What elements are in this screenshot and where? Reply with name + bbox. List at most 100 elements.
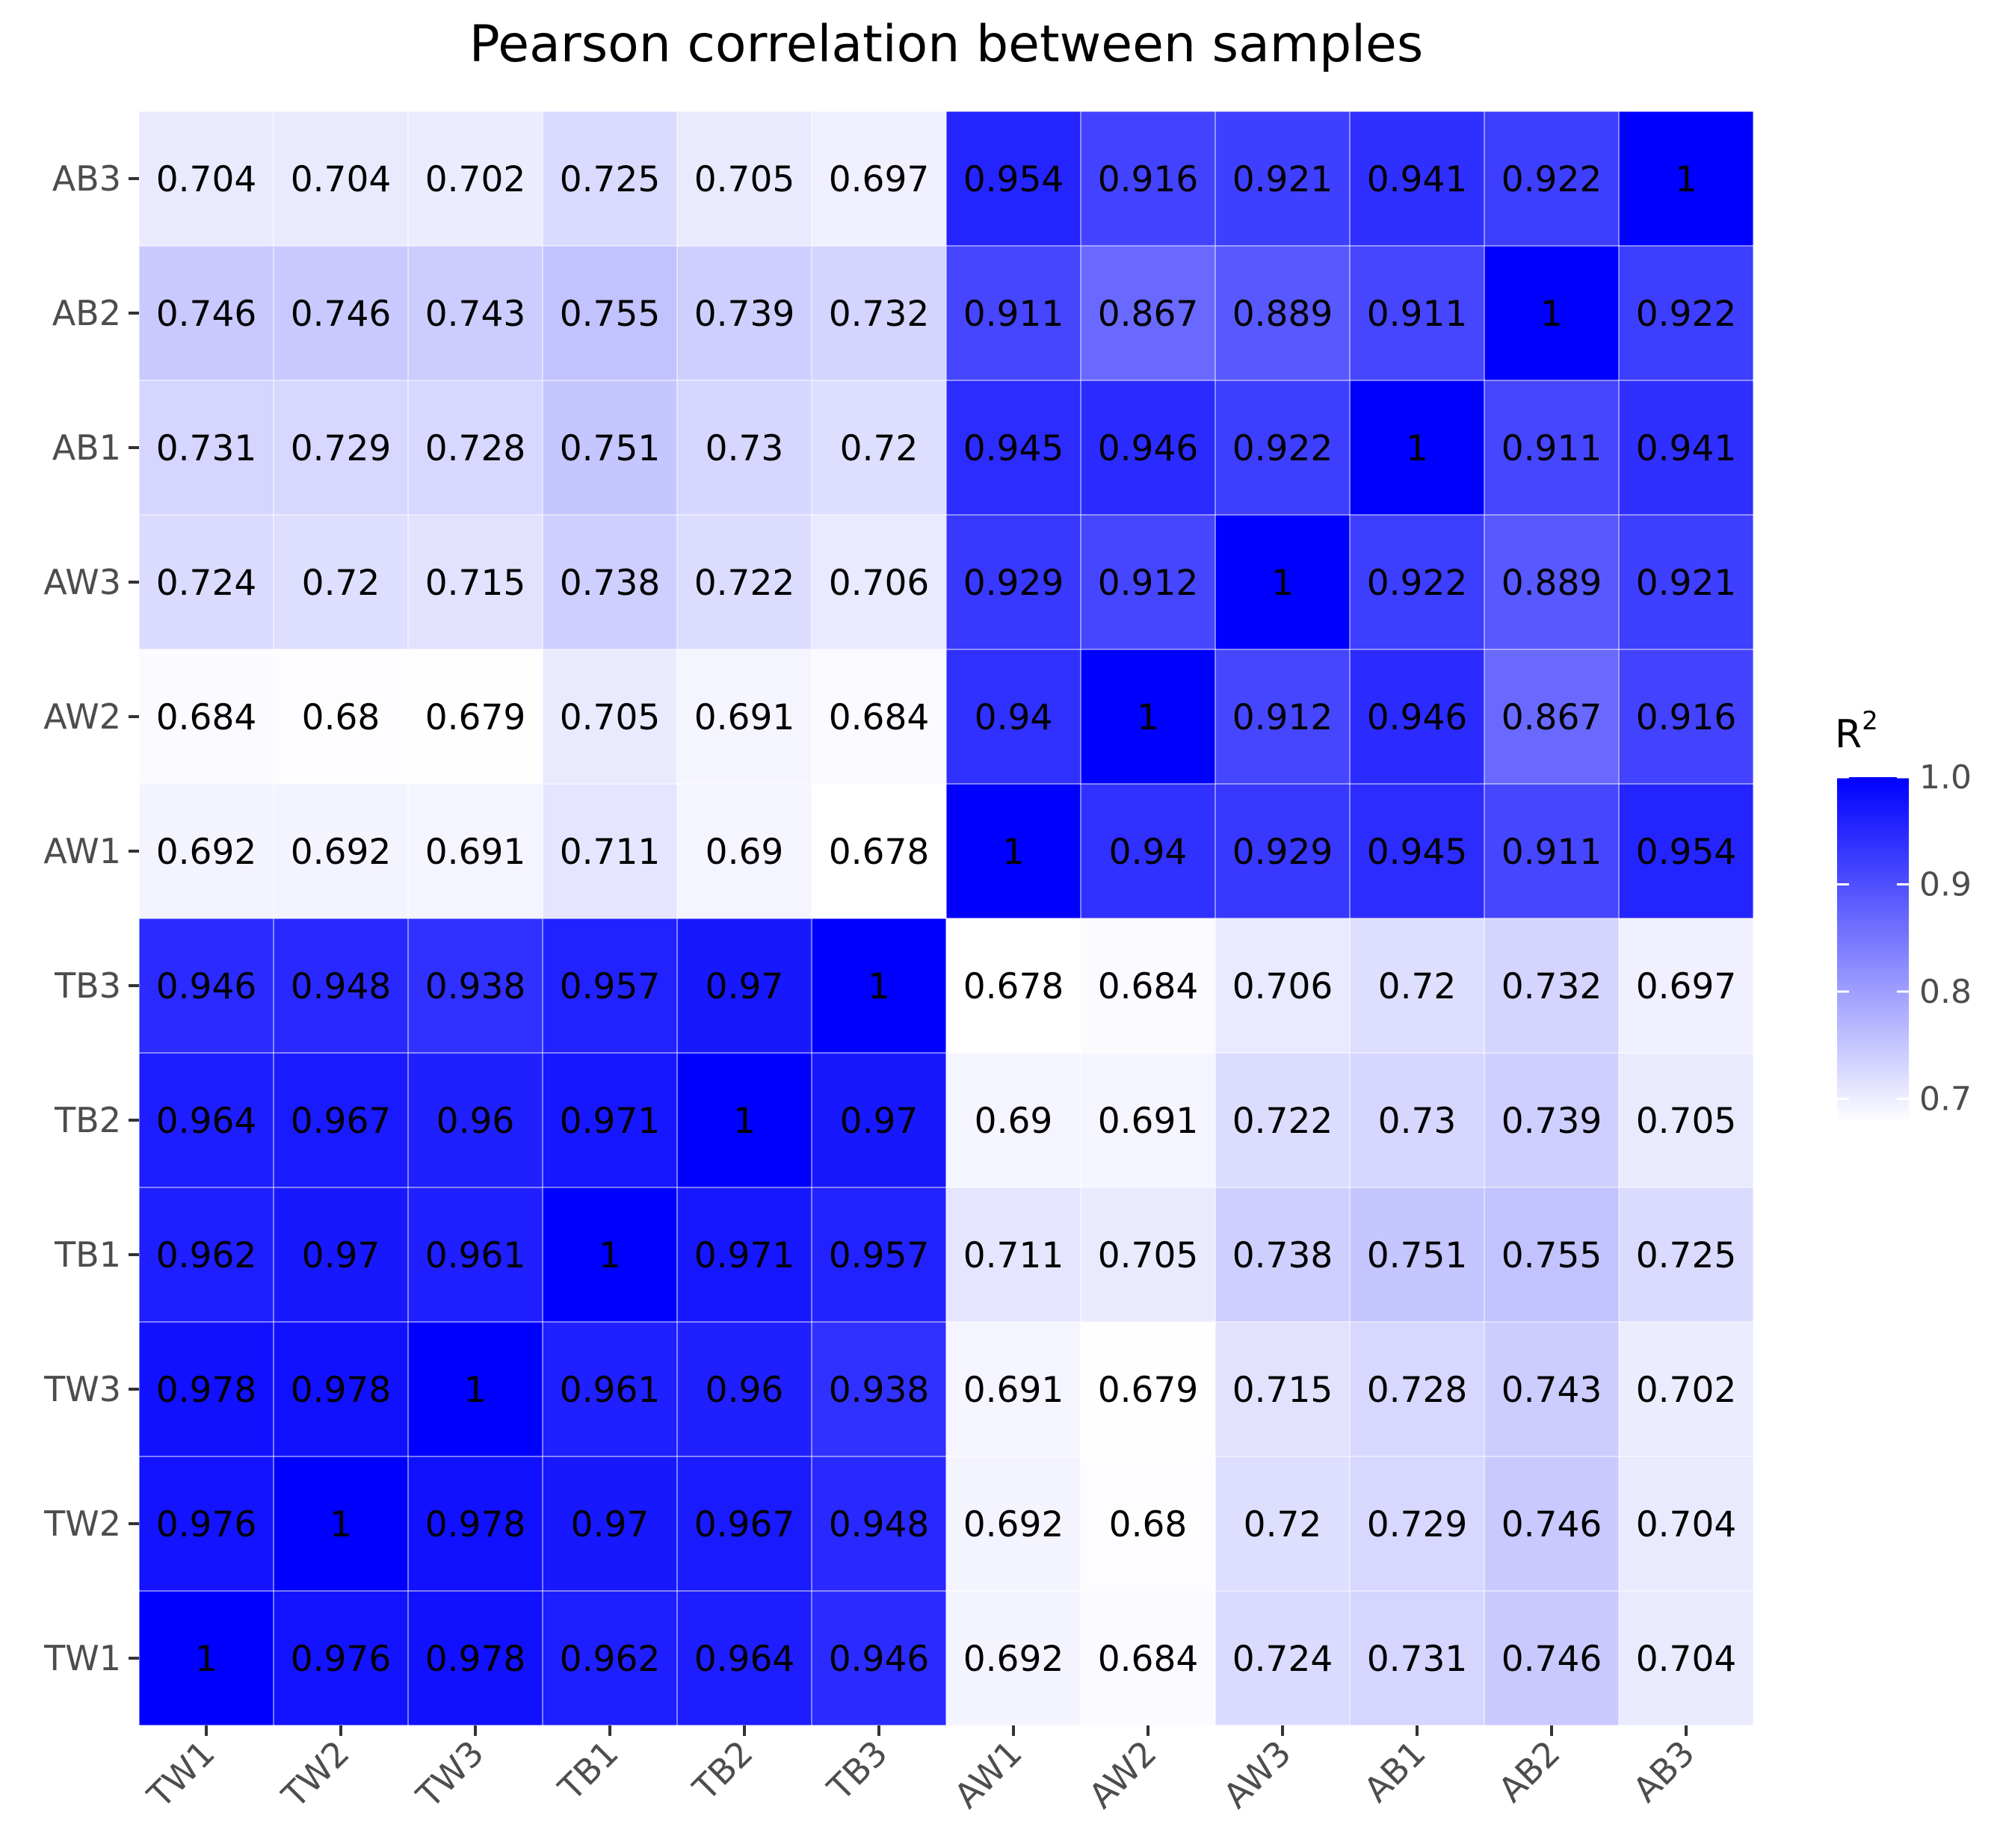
heatmap-cell — [677, 918, 812, 1053]
heatmap-cell-label: 0.962 — [156, 1235, 257, 1276]
heatmap-cell-label: 0.946 — [829, 1639, 930, 1680]
heatmap-cell-label: 1 — [1137, 697, 1159, 738]
heatmap-cell — [408, 380, 543, 515]
heatmap-cell-label: 1 — [330, 1504, 352, 1545]
heatmap-cell — [1350, 1322, 1484, 1456]
heatmap-cell-label: 0.957 — [829, 1235, 930, 1276]
heatmap-cell — [1081, 380, 1215, 515]
y-tick-label: TW2 — [43, 1504, 121, 1544]
color-legend: R2 1.0 0.9 0.8 0.7 — [1835, 706, 1972, 1122]
heatmap-cell — [812, 246, 946, 380]
heatmap-cell — [543, 1456, 677, 1591]
heatmap-cell-label: 1 — [1271, 563, 1294, 604]
heatmap-cell-label: 0.739 — [694, 294, 795, 335]
heatmap-cell-label: 0.911 — [963, 294, 1064, 335]
heatmap-cell — [1484, 1053, 1619, 1187]
y-axis: AB3 AB2 AB1 AW3 AW2 AW1 TB3 TB2 TB1 TW3 TW2 TW1 — [43, 158, 139, 1678]
heatmap-cell — [1619, 649, 1753, 784]
heatmap-cell-label: 0.697 — [829, 159, 930, 200]
heatmap-cell — [274, 784, 408, 918]
heatmap-cell-label: 0.97 — [840, 1101, 919, 1142]
heatmap-cell-label: 0.945 — [1367, 832, 1468, 873]
heatmap-cell-labels: 0.704 0.704 0.702 0.725 0.705 0.697 0.954 0.916… — [156, 159, 1737, 1680]
heatmap-cell — [408, 1053, 543, 1187]
heatmap-cell-label: 0.96 — [706, 1370, 784, 1411]
y-tick-label: AW2 — [43, 696, 121, 737]
heatmap-cell-label: 0.732 — [829, 294, 930, 335]
heatmap-cell — [1619, 380, 1753, 515]
heatmap-cell-label: 0.684 — [1098, 966, 1199, 1007]
heatmap-cell — [1484, 649, 1619, 784]
heatmap-cell-label: 0.921 — [1636, 563, 1737, 604]
heatmap-cell-label: 0.929 — [1232, 832, 1333, 873]
heatmap-cell-label: 0.867 — [1502, 697, 1602, 738]
heatmap-cell — [1484, 1456, 1619, 1591]
heatmap-cell — [274, 649, 408, 784]
heatmap-cell-label: 0.755 — [560, 294, 661, 335]
heatmap-cell-label: 1 — [1675, 159, 1697, 200]
heatmap-cell — [1215, 1322, 1350, 1456]
legend-color-bar — [1837, 777, 1909, 1122]
heatmap-cell-label: 0.945 — [963, 428, 1064, 469]
heatmap-cell — [274, 246, 408, 380]
heatmap-cell — [1081, 1053, 1215, 1187]
heatmap-cell-label: 0.922 — [1502, 159, 1602, 200]
heatmap-cell — [139, 1187, 274, 1322]
heatmap-cell — [946, 1322, 1081, 1456]
heatmap-cell-label: 0.738 — [560, 563, 661, 604]
heatmap-cell — [1350, 515, 1484, 649]
heatmap-cell — [946, 1591, 1081, 1725]
y-tick-label: TB1 — [54, 1234, 121, 1275]
heatmap-cell — [1081, 246, 1215, 380]
heatmap-cell-label: 0.746 — [291, 294, 392, 335]
heatmap-cell — [946, 918, 1081, 1053]
heatmap-cell — [1215, 649, 1350, 784]
heatmap-cell-label: 0.691 — [1098, 1101, 1199, 1142]
heatmap-cell-label: 0.946 — [1367, 697, 1468, 738]
heatmap-cell — [543, 380, 677, 515]
heatmap-cell — [408, 1456, 543, 1591]
heatmap-cell — [274, 1456, 408, 1591]
heatmap-cell-label: 0.954 — [1636, 832, 1737, 873]
y-tick-label: TB3 — [54, 965, 121, 1006]
heatmap-cell — [1484, 1591, 1619, 1725]
heatmap-cell-label: 0.678 — [829, 832, 930, 873]
heatmap-cell-label: 0.739 — [1502, 1101, 1602, 1142]
heatmap-cell-label: 0.729 — [291, 428, 392, 469]
heatmap-cell — [408, 918, 543, 1053]
heatmap-cell — [139, 649, 274, 784]
heatmap-cell-label: 0.738 — [1232, 1235, 1333, 1276]
heatmap-cell-label: 0.746 — [1502, 1639, 1602, 1680]
heatmap-cell — [543, 1187, 677, 1322]
chart-title: Pearson correlation between samples — [469, 15, 1424, 74]
heatmap-cell — [1350, 649, 1484, 784]
heatmap-cell-label: 0.889 — [1232, 294, 1333, 335]
heatmap-cell — [274, 918, 408, 1053]
heatmap-cell-label: 0.911 — [1502, 832, 1602, 873]
heatmap-cell-label: 0.889 — [1502, 563, 1602, 604]
heatmap-cell — [1215, 1187, 1350, 1322]
heatmap-cell-label: 0.867 — [1098, 294, 1199, 335]
heatmap-cell — [1484, 515, 1619, 649]
heatmap-cell-label: 0.704 — [1636, 1639, 1737, 1680]
heatmap-cell — [812, 515, 946, 649]
heatmap-cell-label: 0.922 — [1367, 563, 1468, 604]
heatmap-cell-label: 0.938 — [425, 966, 526, 1007]
heatmap-cell-label: 0.961 — [425, 1235, 526, 1276]
heatmap-cell — [543, 515, 677, 649]
heatmap-cell-label: 0.964 — [694, 1639, 795, 1680]
heatmap-cell-label: 0.978 — [291, 1370, 392, 1411]
heatmap-cell — [139, 1456, 274, 1591]
heatmap-cell-label: 0.916 — [1098, 159, 1199, 200]
heatmap-cell-label: 0.967 — [291, 1101, 392, 1142]
heatmap-cell — [1350, 1456, 1484, 1591]
heatmap-cell-label: 0.941 — [1636, 428, 1737, 469]
heatmap-cell — [1619, 1456, 1753, 1591]
heatmap-cell — [1484, 246, 1619, 380]
heatmap-cell — [139, 515, 274, 649]
heatmap-cell-label: 1 — [733, 1101, 756, 1142]
heatmap-cell-label: 0.743 — [425, 294, 526, 335]
heatmap-cell — [1619, 918, 1753, 1053]
heatmap-cell — [677, 380, 812, 515]
heatmap-cell — [1350, 918, 1484, 1053]
